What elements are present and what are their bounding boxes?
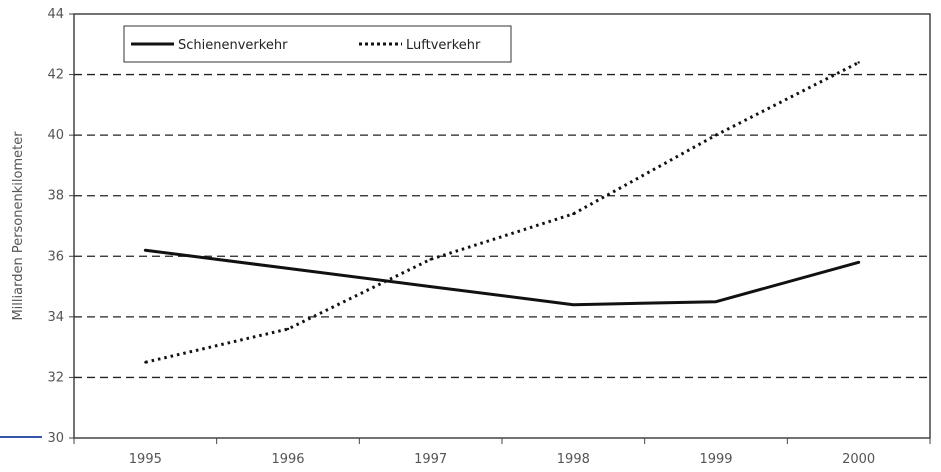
- data-point-luftverkehr-1999: [714, 133, 718, 137]
- legend-label-schienenverkehr: Schienenverkehr: [178, 38, 288, 53]
- y-tick-label: 34: [47, 310, 64, 325]
- x-tick-label-1997: 1997: [414, 452, 447, 467]
- y-tick-label: 32: [47, 370, 64, 385]
- legend-box: [123, 25, 512, 63]
- data-point-luftverkehr-1997: [429, 258, 432, 261]
- x-tick-label-2000: 2000: [842, 452, 875, 467]
- x-tick-label-1995: 1995: [129, 452, 162, 467]
- x-tick-label-1998: 1998: [557, 452, 590, 467]
- y-tick-label: 44: [47, 7, 64, 22]
- data-point-schienenverkehr-2000: [857, 261, 860, 264]
- series-line-luftverkehr: [144, 61, 860, 364]
- y-axis: 30 32 34 36 38 40 42 44: [47, 7, 74, 446]
- x-tick-label-1996: 1996: [271, 452, 304, 467]
- legend-label-luftverkehr: Luftverkehr: [406, 38, 481, 53]
- y-tick-label: 30: [47, 431, 64, 446]
- plot-frame: [73, 13, 931, 439]
- series-line-schienenverkehr: [143, 248, 861, 307]
- y-axis-title: Milliarden Personenkilometer: [11, 131, 26, 321]
- y-tick-label: 42: [47, 68, 64, 83]
- x-tick-label-1999: 1999: [699, 452, 732, 467]
- data-point-luftverkehr-2000: [857, 61, 860, 64]
- y-tick-label: 36: [47, 249, 64, 264]
- x-axis: 1995 1996 1997 1998 1999 2000: [73, 438, 931, 467]
- data-point-schienenverkehr-1995: [144, 249, 147, 252]
- data-point-schienenverkehr-1997: [429, 285, 432, 288]
- y-tick-label: 40: [47, 128, 64, 143]
- data-point-schienenverkehr-1996: [286, 267, 290, 270]
- series-lines: [143, 61, 861, 364]
- data-point-luftverkehr-1998: [572, 212, 575, 216]
- legend: Schienenverkehr Luftverkehr: [123, 25, 512, 63]
- data-point-luftverkehr-1996: [286, 327, 290, 331]
- data-point-schienenverkehr-1998: [572, 303, 575, 306]
- data-point-schienenverkehr-1999: [714, 300, 718, 303]
- y-tick-label: 38: [47, 189, 64, 204]
- data-point-luftverkehr-1995: [144, 361, 147, 364]
